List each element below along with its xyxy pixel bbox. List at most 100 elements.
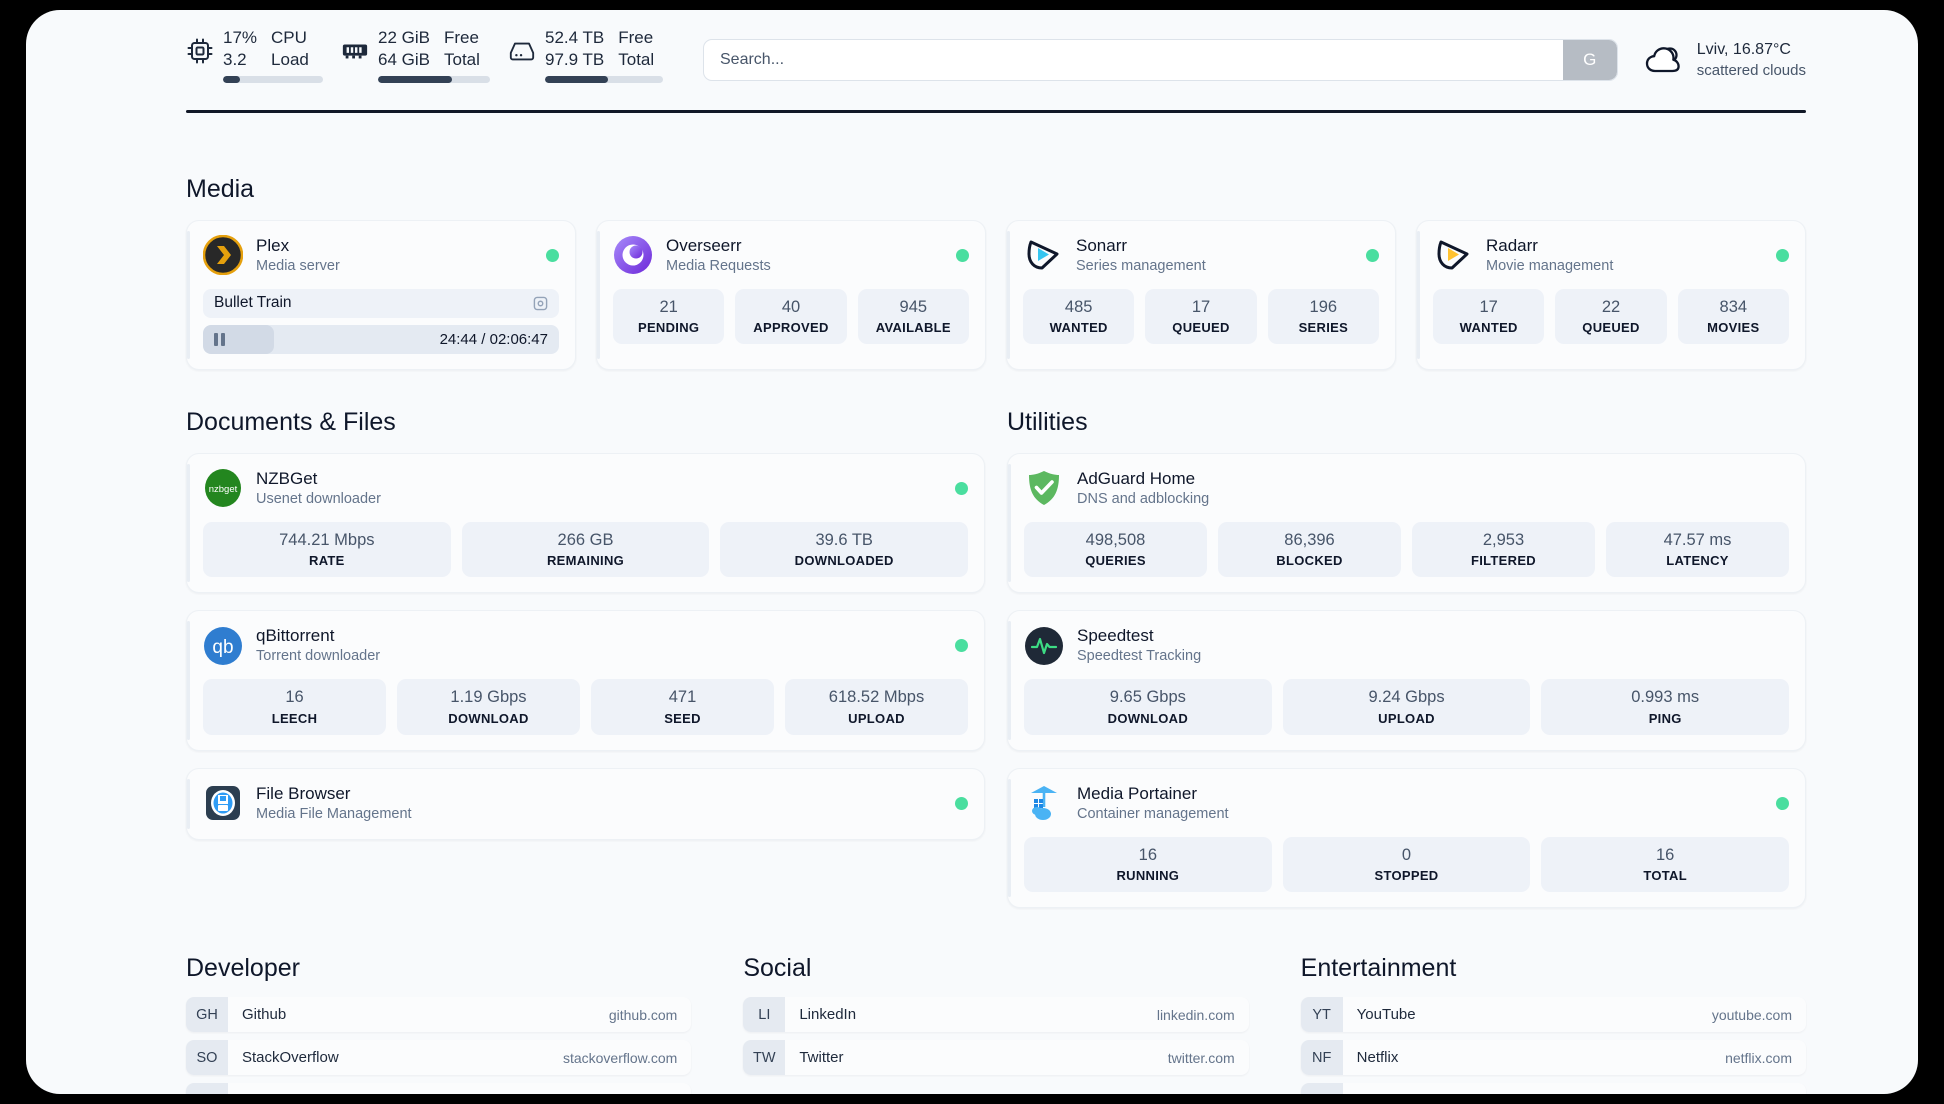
service-stats-row: 17 WANTED 22 QUEUED 834 MOVIES	[1433, 288, 1789, 345]
bookmark-url: dev.to	[640, 1093, 691, 1094]
service-stat-label: SEED	[664, 710, 701, 726]
bookmark-item[interactable]: LI LinkedIn linkedin.com	[743, 997, 1249, 1033]
service-stat-label: PENDING	[637, 320, 700, 336]
service-stats-row: 485 WANTED 17 QUEUED 196 SERIES	[1023, 288, 1379, 345]
service-stat[interactable]: 86,396 BLOCKED	[1218, 521, 1401, 578]
service-stat-value: 471	[668, 688, 697, 707]
service-description: Media File Management	[256, 805, 412, 822]
service-name: AdGuard Home	[1077, 468, 1196, 488]
gear-icon[interactable]	[533, 296, 548, 311]
service-stat-value: 22	[1601, 297, 1621, 316]
service-description: DNS and adblocking	[1077, 491, 1210, 508]
service-stat[interactable]: 17 QUEUED	[1145, 288, 1257, 345]
service-stat[interactable]: 945 AVAILABLE	[857, 288, 969, 345]
service-card[interactable]: AdGuard Home DNS and adblocking 498,508 QUE…	[1007, 452, 1806, 594]
bookmark-item[interactable]: TW Twitter twitter.com	[743, 1040, 1249, 1076]
service-stats-row: 21 PENDING 40 APPROVED 945 AVAILABLE	[613, 288, 969, 345]
service-stat-label: RUNNING	[1116, 868, 1180, 884]
service-stat[interactable]: 2,953 FILTERED	[1412, 521, 1595, 578]
bookmark-url: netflix.com	[1725, 1049, 1792, 1066]
bookmark-name: YouTube	[1356, 1006, 1416, 1024]
bookmark-item[interactable]: GH Github github.com	[186, 997, 692, 1033]
service-stat[interactable]: 618.52 Mbps UPLOAD	[785, 679, 968, 735]
service-stat-value: 47.57 ms	[1663, 530, 1732, 549]
service-stat[interactable]: 17 WANTED	[1433, 288, 1545, 345]
bookmark-item[interactable]: NF Netflix netflix.com	[1300, 1040, 1806, 1076]
service-stat[interactable]: 471 SEED	[591, 679, 774, 735]
bookmark-badge: GH	[186, 997, 228, 1033]
service-name: Speedtest	[1077, 626, 1154, 646]
service-card[interactable]: Media Portainer Container management 16 RUN…	[1007, 767, 1806, 909]
now-playing-progress-bar[interactable]: 24:44 / 02:06:47	[203, 324, 559, 354]
service-stat-value: 498,508	[1085, 530, 1146, 549]
service-stat-label: REMAINING	[546, 553, 625, 569]
service-stat[interactable]: 1.19 Gbps DOWNLOAD	[397, 679, 580, 735]
service-card[interactable]: Speedtest Speedtest Tracking 9.65 Gbps DOWN…	[1007, 610, 1806, 751]
service-name: Sonarr	[1076, 236, 1128, 255]
bookmark-url: reddit.com	[1727, 1093, 1806, 1094]
service-card[interactable]: Overseerr Media Requests 21 PENDING 40 APPROV…	[596, 220, 986, 370]
status-indicator-online	[1366, 248, 1379, 262]
service-stat-label: QUEUED	[1172, 320, 1230, 336]
media-card-grid: Plex Media server Bullet Train 24:44 / 02:0…	[186, 220, 1806, 370]
service-stat-label: LEECH	[271, 710, 318, 726]
bookmark-item[interactable]: SO StackOverflow stackoverflow.com	[186, 1040, 692, 1076]
service-name: Media Portainer	[1077, 783, 1198, 803]
pause-icon[interactable]	[214, 332, 225, 346]
service-stat[interactable]: 196 SERIES	[1267, 288, 1379, 345]
service-stat[interactable]: 40 APPROVED	[735, 288, 847, 345]
status-indicator-online	[546, 248, 559, 262]
bookmark-url: twitter.com	[1167, 1049, 1235, 1066]
search-bar[interactable]: G	[703, 39, 1618, 81]
service-card[interactable]: nzbget NZBGet Usenet downloader 744.21 Mbps…	[186, 452, 985, 594]
search-submit-button[interactable]: G	[1562, 40, 1617, 80]
service-stat[interactable]: 485 WANTED	[1023, 288, 1135, 345]
service-stat[interactable]: 16 RUNNING	[1024, 836, 1272, 893]
service-stat[interactable]: 834 MOVIES	[1677, 288, 1789, 345]
service-card[interactable]: File Browser Media File Management	[186, 767, 985, 840]
service-card[interactable]: qb qBittorrent Torrent downloader 16 LEECH 1.…	[186, 610, 985, 751]
service-stat-label: UPLOAD	[848, 710, 905, 726]
stat-progress-bar	[545, 76, 663, 84]
service-description: Media server	[256, 258, 340, 275]
service-card[interactable]: Radarr Movie management 17 WANTED 22 QUEUED 83…	[1416, 220, 1806, 370]
bookmark-item[interactable]: YT YouTube youtube.com	[1300, 997, 1806, 1033]
service-stat-value: 2,953	[1482, 530, 1525, 549]
service-stat-value: 1.19 Gbps	[450, 688, 527, 707]
bookmark-name: Twitter	[799, 1049, 844, 1067]
service-stat[interactable]: 16 LEECH	[203, 679, 386, 735]
service-stat[interactable]: 22 QUEUED	[1555, 288, 1667, 345]
service-stat[interactable]: 9.24 Gbps UPLOAD	[1282, 679, 1531, 735]
bookmark-url: stackoverflow.com	[562, 1049, 678, 1066]
service-stat-value: 266 GB	[557, 530, 614, 549]
service-stat[interactable]: 16 TOTAL	[1541, 836, 1790, 893]
service-stat[interactable]: 21 PENDING	[613, 288, 725, 345]
service-stat[interactable]: 47.57 ms LATENCY	[1606, 521, 1789, 578]
service-stat-value: 618.52 Mbps	[828, 688, 925, 707]
service-description: Speedtest Tracking	[1077, 648, 1202, 665]
service-description: Torrent downloader	[256, 648, 381, 665]
header-divider	[186, 110, 1806, 113]
bookmark-item[interactable]: DTDEV dev.to	[186, 1083, 692, 1094]
service-card[interactable]: Plex Media server Bullet Train 24:44 / 02:0…	[186, 220, 576, 370]
portainer-icon	[1024, 783, 1064, 823]
service-stat-value: 17	[1479, 297, 1498, 316]
service-stat-label: BLOCKED	[1276, 553, 1343, 569]
service-stat-label: WANTED	[1459, 320, 1518, 336]
service-stat[interactable]: 0.993 ms PING	[1541, 679, 1790, 735]
service-stat[interactable]: 0 STOPPED	[1282, 836, 1531, 893]
service-stat[interactable]: 744.21 Mbps RATE	[203, 521, 451, 578]
bookmark-item[interactable]: REReddit reddit.com	[1300, 1083, 1806, 1094]
bookmark-group: Social LI LinkedIn linkedin.com TW Twitter twi…	[743, 954, 1249, 1094]
search-input[interactable]	[704, 40, 1563, 80]
service-card[interactable]: Sonarr Series management 485 WANTED 17 QUEUED…	[1006, 220, 1396, 370]
service-stats-row: 9.65 Gbps DOWNLOAD 9.24 Gbps UPLOAD 0.993 ms…	[1024, 679, 1790, 735]
stat-value-primary: 52.4 TB	[545, 27, 605, 47]
service-stat[interactable]: 9.65 Gbps DOWNLOAD	[1024, 679, 1272, 735]
service-stat[interactable]: 39.6 TB DOWNLOADED	[720, 521, 969, 578]
service-stat[interactable]: 266 GB REMAINING	[461, 521, 710, 578]
service-stat[interactable]: 498,508 QUERIES	[1024, 521, 1207, 578]
service-stat-label: DOWNLOADED	[794, 553, 894, 569]
radarr-icon	[1433, 235, 1473, 275]
section-title-documents: Documents & Files	[186, 407, 396, 436]
